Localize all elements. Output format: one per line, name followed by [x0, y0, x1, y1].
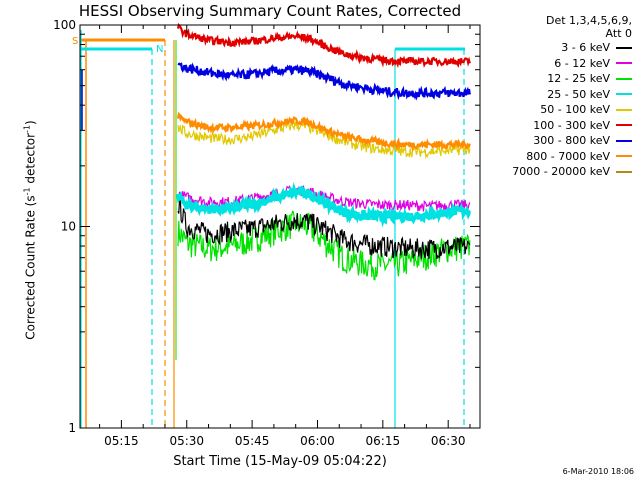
- legend-swatch-1: [616, 62, 632, 65]
- legend-swatch-4: [616, 108, 632, 111]
- x-tick-label-5: 06:30: [431, 434, 466, 448]
- legend-swatch-2: [616, 77, 632, 80]
- legend-header-line-1: Det 1,3,4,5,6,9,: [545, 14, 632, 27]
- legend-header-line-2: Att 0: [605, 27, 632, 40]
- legend-item-6: 300 - 800 keV: [462, 133, 632, 149]
- series-line-4: [177, 120, 471, 160]
- annotation-n: N: [156, 44, 163, 55]
- legend-label-3: 25 - 50 keV: [547, 87, 610, 101]
- x-tick-label-1: 05:30: [169, 434, 204, 448]
- legend-label-5: 100 - 300 keV: [533, 118, 610, 132]
- legend-label-8: 7000 - 20000 keV: [512, 165, 610, 179]
- legend-label-6: 300 - 800 keV: [533, 134, 610, 148]
- legend-label-4: 50 - 100 keV: [540, 103, 610, 117]
- x-tick-label-3: 06:00: [300, 434, 335, 448]
- x-tick-label-0: 05:15: [104, 434, 139, 448]
- legend-swatch-8: [616, 170, 632, 173]
- y-axis-label: Corrected Count Rate (s-1 detector-1): [23, 120, 38, 339]
- legend-item-5: 100 - 300 keV: [462, 118, 632, 134]
- y-tick-label-2: 100: [53, 18, 76, 32]
- legend-swatch-0: [616, 46, 632, 49]
- y-axis-label-sup-2: -1: [22, 124, 32, 133]
- x-tick-label-2: 05:45: [235, 434, 270, 448]
- legend-label-1: 6 - 12 keV: [554, 56, 610, 70]
- series-line-6: [177, 62, 471, 101]
- y-axis-label-sup-1: -1: [22, 187, 32, 196]
- y-axis-label-main: Corrected Count Rate (s: [23, 195, 38, 340]
- annotation-s: S: [72, 36, 78, 47]
- legend-item-1: 6 - 12 keV: [462, 56, 632, 72]
- legend-label-2: 12 - 25 keV: [547, 72, 610, 86]
- legend-label-0: 3 - 6 keV: [561, 41, 610, 55]
- legend-item-8: 7000 - 20000 keV: [462, 164, 632, 180]
- legend-item-7: 800 - 7000 keV: [462, 149, 632, 165]
- y-axis-label-end: ): [23, 120, 38, 125]
- series-line-0: [177, 198, 471, 260]
- plot-frame: [79, 24, 481, 429]
- series-line-5: [176, 22, 471, 69]
- legend-swatch-7: [616, 155, 632, 158]
- x-axis-label: Start Time (15-May-09 05:04:22): [173, 454, 387, 469]
- legend-swatch-3: [616, 93, 632, 96]
- legend-item-0: 3 - 6 keV: [462, 40, 632, 56]
- chart-title: HESSI Observing Summary Count Rates, Cor…: [78, 2, 462, 20]
- legend-item-3: 25 - 50 keV: [462, 87, 632, 103]
- legend-swatch-6: [616, 139, 632, 142]
- legend-item-2: 12 - 25 keV: [462, 71, 632, 87]
- footer-timestamp: 6-Mar-2010 18:06: [562, 467, 634, 476]
- x-tick-label-4: 06:15: [366, 434, 401, 448]
- legend-item-4: 50 - 100 keV: [462, 102, 632, 118]
- chart-legend: Det 1,3,4,5,6,9, Att 0 3 - 6 keV 6 - 12 k…: [462, 14, 632, 180]
- y-axis-label-mid: detector: [23, 132, 38, 188]
- series-line-2: [177, 210, 471, 281]
- legend-swatch-5: [616, 124, 632, 127]
- y-tick-label-0: 1: [68, 421, 76, 435]
- series-line-7: [176, 111, 471, 153]
- y-tick-label-1: 10: [61, 220, 76, 234]
- legend-label-7: 800 - 7000 keV: [526, 149, 610, 163]
- series-line-3: [176, 181, 472, 228]
